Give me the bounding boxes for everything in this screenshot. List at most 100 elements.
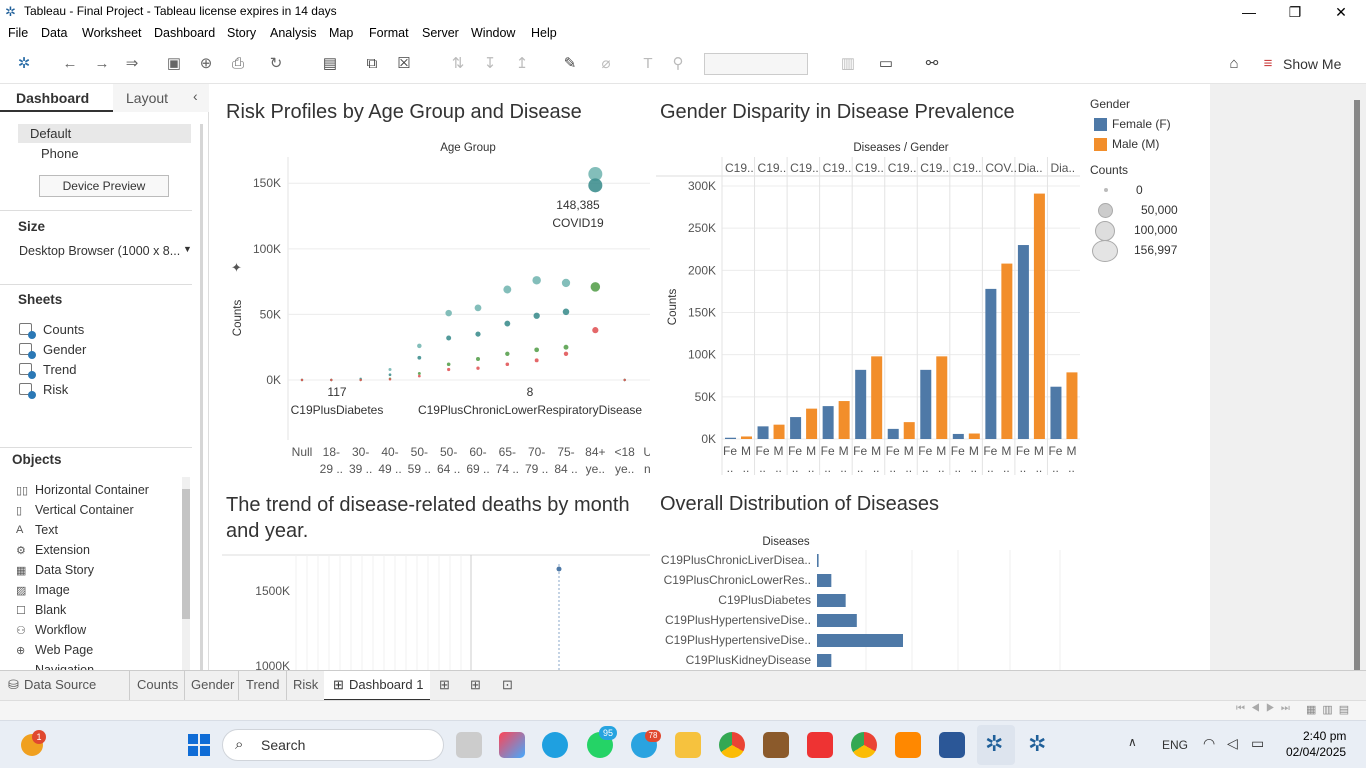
- device-preview-button[interactable]: Device Preview: [39, 175, 169, 197]
- sheet-counts[interactable]: Counts: [43, 322, 85, 337]
- clear-sheet-icon[interactable]: ☒: [397, 55, 411, 72]
- risk-point[interactable]: [446, 335, 452, 341]
- distribution-chart[interactable]: Diseases C19PlusChronicLiverDisea.. C19Pl…: [650, 532, 1070, 670]
- risk-point[interactable]: [505, 351, 510, 356]
- object-text[interactable]: Text: [35, 523, 58, 537]
- risk-point[interactable]: [476, 366, 480, 370]
- gender-bar-male[interactable]: [871, 356, 883, 439]
- start-icon[interactable]: [188, 734, 210, 756]
- tab-dashboard-1[interactable]: ⊞ Dashboard 1: [324, 671, 430, 701]
- show-me-button[interactable]: Show Me: [1283, 56, 1342, 72]
- risk-point[interactable]: [504, 320, 511, 327]
- risk-point[interactable]: [359, 378, 362, 382]
- gender-bar-male[interactable]: [838, 401, 850, 439]
- gender-bar-male[interactable]: [1001, 263, 1013, 439]
- wps-icon[interactable]: [807, 732, 833, 758]
- tab-layout[interactable]: Layout ‹: [113, 84, 209, 112]
- risk-point[interactable]: [588, 167, 603, 182]
- risk-point[interactable]: [388, 373, 392, 377]
- risk-point[interactable]: [563, 344, 569, 350]
- risk-point[interactable]: [417, 371, 421, 375]
- gender-bar-male[interactable]: [936, 356, 948, 439]
- dist-bar[interactable]: [817, 554, 819, 567]
- risk-point[interactable]: [534, 358, 539, 363]
- pause-updates-icon[interactable]: ⎙: [231, 55, 244, 72]
- sort-desc-icon[interactable]: ↥: [515, 55, 529, 72]
- tab-data-source[interactable]: Data Source: [24, 677, 97, 692]
- risk-point[interactable]: [388, 378, 392, 381]
- dist-bar[interactable]: [817, 594, 846, 607]
- new-sheet-icon[interactable]: ▤: [322, 55, 338, 72]
- dist-bar[interactable]: [817, 574, 832, 587]
- copilot-icon[interactable]: [499, 732, 525, 758]
- risk-point[interactable]: [532, 276, 541, 285]
- winrar-icon[interactable]: [763, 732, 789, 758]
- risk-point[interactable]: [562, 308, 570, 316]
- trend-point[interactable]: [556, 566, 562, 572]
- share-icon[interactable]: ⚯: [925, 55, 939, 72]
- dist-bar[interactable]: [817, 614, 857, 627]
- panel-divider[interactable]: [200, 124, 203, 670]
- device-default[interactable]: Default: [18, 124, 191, 143]
- tab-counts[interactable]: Counts: [137, 677, 179, 692]
- male-swatch[interactable]: [1094, 138, 1107, 151]
- object-blank[interactable]: Blank: [35, 603, 67, 617]
- duplicate-icon[interactable]: ⧉: [366, 55, 378, 72]
- sheet-nav-icon[interactable]: ⏮◀▶⏭: [1236, 703, 1296, 714]
- gender-bar-female[interactable]: [757, 426, 769, 439]
- show-me-icon[interactable]: ≡: [1263, 55, 1273, 72]
- female-swatch[interactable]: [1094, 118, 1107, 131]
- object-web-page[interactable]: Web Page: [35, 643, 94, 657]
- gender-bar-male[interactable]: [773, 424, 785, 439]
- minimize-icon[interactable]: —: [1242, 4, 1256, 20]
- dist-bar[interactable]: [817, 634, 903, 647]
- clock-date[interactable]: 02/04/2025: [1286, 745, 1347, 759]
- gender-bar-female[interactable]: [725, 437, 736, 439]
- risk-point[interactable]: [503, 285, 512, 294]
- pin-icon[interactable]: ⚲: [672, 55, 684, 72]
- menu-format[interactable]: Format: [369, 26, 409, 40]
- risk-point[interactable]: [445, 309, 452, 317]
- sheet-gender[interactable]: Gender: [43, 342, 87, 357]
- gender-bar-male[interactable]: [1033, 193, 1045, 439]
- save-icon[interactable]: ▣: [166, 55, 182, 72]
- clock-time[interactable]: 2:40 pm: [1303, 729, 1347, 743]
- legend-female[interactable]: Female (F): [1112, 117, 1171, 131]
- file-explorer-icon[interactable]: [675, 732, 701, 758]
- gender-chart[interactable]: Diseases / Gender Counts 0K 50K 100K 150K 20…: [656, 135, 1084, 480]
- refresh-icon[interactable]: ↻: [269, 55, 283, 72]
- gender-bar-female[interactable]: [952, 433, 964, 439]
- sort-asc-icon[interactable]: ↧: [483, 55, 497, 72]
- tray-chevron-icon[interactable]: ∧: [1128, 735, 1137, 749]
- objects-scrollbar[interactable]: [182, 477, 190, 670]
- gender-bar-male[interactable]: [903, 422, 915, 439]
- replay-icon[interactable]: ⇒: [125, 55, 139, 72]
- risk-point[interactable]: [590, 282, 601, 292]
- word-icon[interactable]: [939, 732, 965, 758]
- tableau-home-icon[interactable]: ✲: [17, 55, 31, 72]
- format-painter-icon[interactable]: ⌂: [1229, 55, 1239, 72]
- gender-bar-male[interactable]: [806, 408, 818, 439]
- size-dropdown[interactable]: Desktop Browser (1000 x 8...: [19, 244, 181, 258]
- risk-point[interactable]: [505, 362, 510, 367]
- tab-trend[interactable]: Trend: [246, 677, 280, 692]
- legend-male[interactable]: Male (M): [1112, 137, 1160, 151]
- taskbar-search[interactable]: ⌕ Search: [222, 729, 444, 761]
- gender-bar-female[interactable]: [1050, 386, 1062, 439]
- risk-point[interactable]: [561, 278, 571, 288]
- new-datasource-icon[interactable]: ⊕: [199, 55, 213, 72]
- menu-story[interactable]: Story: [227, 26, 257, 40]
- menu-dashboard[interactable]: Dashboard: [154, 26, 216, 40]
- dist-bar[interactable]: [817, 654, 832, 667]
- cards-icon[interactable]: ▥: [840, 55, 856, 72]
- new-worksheet-icon[interactable]: ⊞: [439, 677, 450, 692]
- risk-point[interactable]: [592, 327, 599, 334]
- new-dashboard-icon[interactable]: ⊞: [470, 677, 481, 692]
- undo-icon[interactable]: ←: [62, 55, 78, 72]
- menu-help[interactable]: Help: [531, 26, 557, 40]
- wifi-icon[interactable]: ◠: [1203, 735, 1216, 751]
- menu-worksheet[interactable]: Worksheet: [82, 26, 142, 40]
- risk-point[interactable]: [447, 367, 451, 372]
- view-mode-icon[interactable]: ▦▥▤: [1306, 704, 1356, 716]
- object-image[interactable]: Image: [35, 583, 70, 597]
